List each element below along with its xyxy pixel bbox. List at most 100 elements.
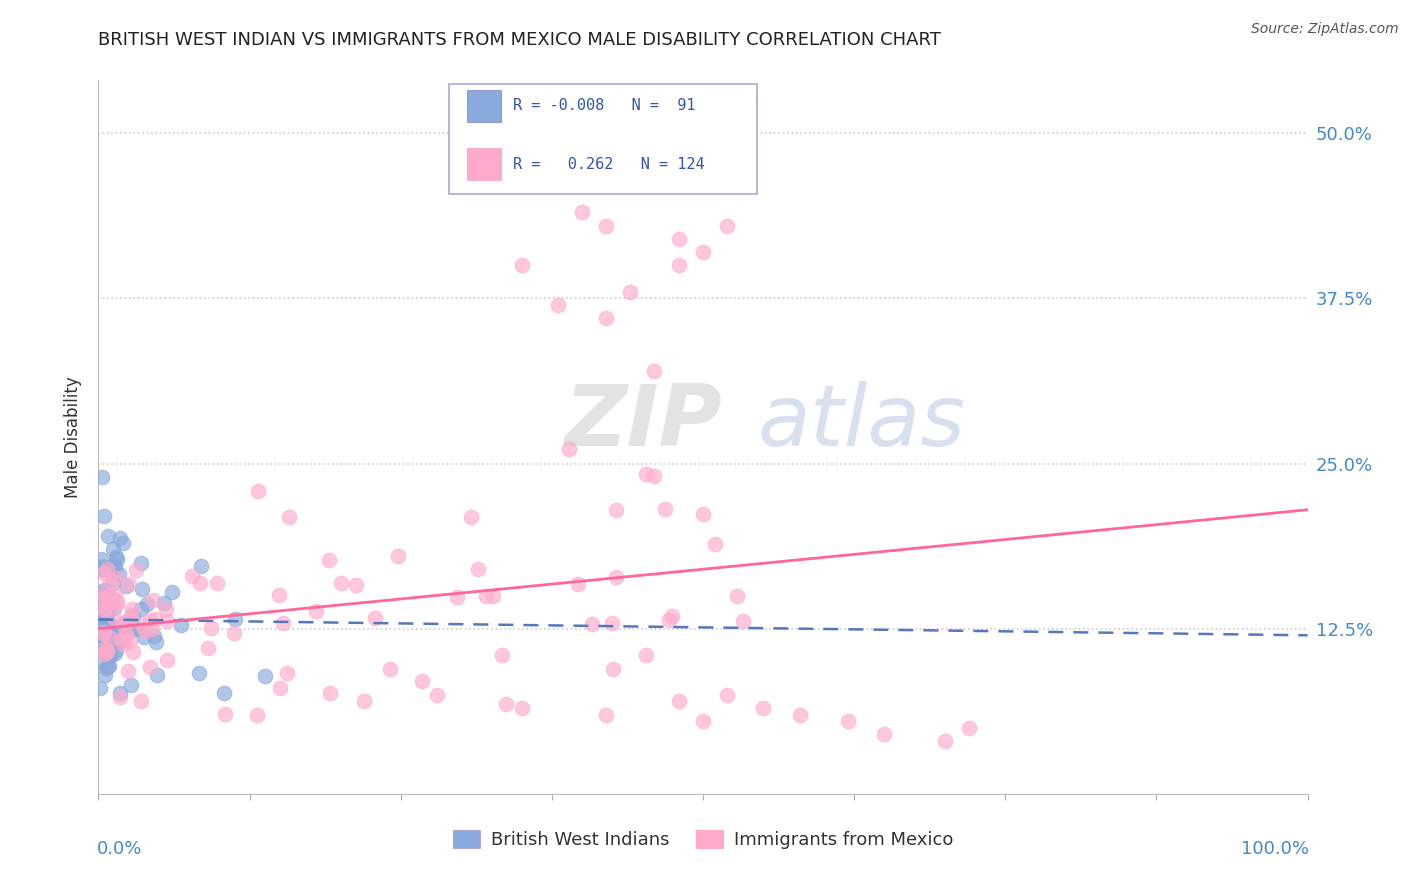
Point	[93, 601, 115, 615]
Point	[224, 612, 246, 626]
Text: 0.0%: 0.0%	[97, 840, 142, 858]
Point	[132, 630, 155, 644]
Point	[89, 562, 111, 576]
Point	[510, 701, 533, 715]
Point	[668, 258, 690, 272]
Point	[246, 707, 269, 722]
Point	[222, 625, 245, 640]
Text: R =   0.262   N = 124: R = 0.262 N = 124	[513, 157, 704, 171]
Point	[378, 662, 401, 676]
Point	[188, 575, 211, 590]
Point	[90, 603, 112, 617]
Point	[214, 686, 236, 700]
Point	[131, 582, 153, 596]
Point	[143, 612, 166, 626]
Point	[98, 626, 121, 640]
Point	[97, 658, 120, 673]
Text: Source: ZipAtlas.com: Source: ZipAtlas.com	[1251, 22, 1399, 37]
Point	[276, 665, 298, 680]
Point	[121, 602, 143, 616]
Point	[605, 570, 627, 584]
Point	[122, 645, 145, 659]
Point	[353, 694, 375, 708]
Point	[129, 601, 152, 615]
Text: BRITISH WEST INDIAN VS IMMIGRANTS FROM MEXICO MALE DISABILITY CORRELATION CHART: BRITISH WEST INDIAN VS IMMIGRANTS FROM M…	[98, 31, 941, 49]
Point	[661, 609, 683, 624]
Point	[129, 557, 152, 571]
Y-axis label: Male Disability: Male Disability	[65, 376, 83, 498]
Point	[446, 591, 468, 605]
Point	[571, 205, 593, 219]
Point	[155, 602, 177, 616]
Point	[96, 619, 118, 633]
Point	[96, 645, 118, 659]
Point	[91, 469, 114, 483]
Point	[89, 614, 111, 628]
Point	[643, 469, 665, 483]
Point	[131, 618, 153, 632]
Point	[114, 631, 136, 645]
Point	[668, 232, 690, 246]
Point	[634, 648, 657, 662]
Point	[207, 575, 229, 590]
Point	[89, 654, 111, 668]
Text: 100.0%: 100.0%	[1240, 840, 1309, 858]
Point	[94, 611, 117, 625]
Point	[139, 613, 162, 627]
Point	[716, 689, 738, 703]
Point	[605, 503, 627, 517]
Text: atlas: atlas	[758, 381, 966, 465]
Point	[716, 179, 738, 194]
Point	[93, 509, 115, 524]
Point	[96, 604, 118, 618]
Point	[103, 558, 125, 573]
Point	[96, 588, 118, 602]
Point	[111, 632, 134, 647]
Point	[460, 510, 482, 524]
Point	[96, 642, 118, 657]
Point	[91, 586, 114, 600]
Point	[96, 597, 118, 611]
Point	[752, 701, 775, 715]
Point	[94, 562, 117, 576]
Point	[91, 632, 114, 647]
Point	[495, 697, 517, 711]
Point	[96, 661, 118, 675]
Point	[142, 593, 165, 607]
Point	[120, 607, 142, 622]
Point	[139, 660, 162, 674]
Point	[156, 653, 179, 667]
Point	[108, 532, 131, 546]
Point	[112, 637, 135, 651]
Point	[595, 707, 617, 722]
Point	[304, 604, 326, 618]
Point	[98, 594, 121, 608]
Point	[118, 634, 141, 648]
Point	[318, 552, 340, 566]
Point	[104, 586, 127, 600]
Point	[789, 707, 811, 722]
Point	[93, 566, 115, 580]
Point	[105, 571, 128, 585]
Point	[104, 642, 127, 657]
Point	[510, 258, 533, 272]
Point	[364, 611, 387, 625]
Point	[91, 599, 114, 614]
Point	[93, 586, 115, 600]
Point	[93, 582, 115, 597]
Text: R = -0.008   N =  91: R = -0.008 N = 91	[513, 98, 696, 113]
Point	[89, 637, 111, 651]
Point	[105, 636, 128, 650]
Point	[114, 615, 136, 630]
Point	[97, 590, 120, 604]
Point	[146, 668, 169, 682]
Point	[657, 613, 679, 627]
Point	[94, 640, 117, 654]
Point	[93, 601, 115, 615]
Point	[103, 600, 125, 615]
Point	[96, 647, 118, 661]
Point	[118, 577, 141, 591]
Point	[89, 681, 111, 695]
Point	[98, 574, 121, 588]
Point	[97, 589, 120, 603]
